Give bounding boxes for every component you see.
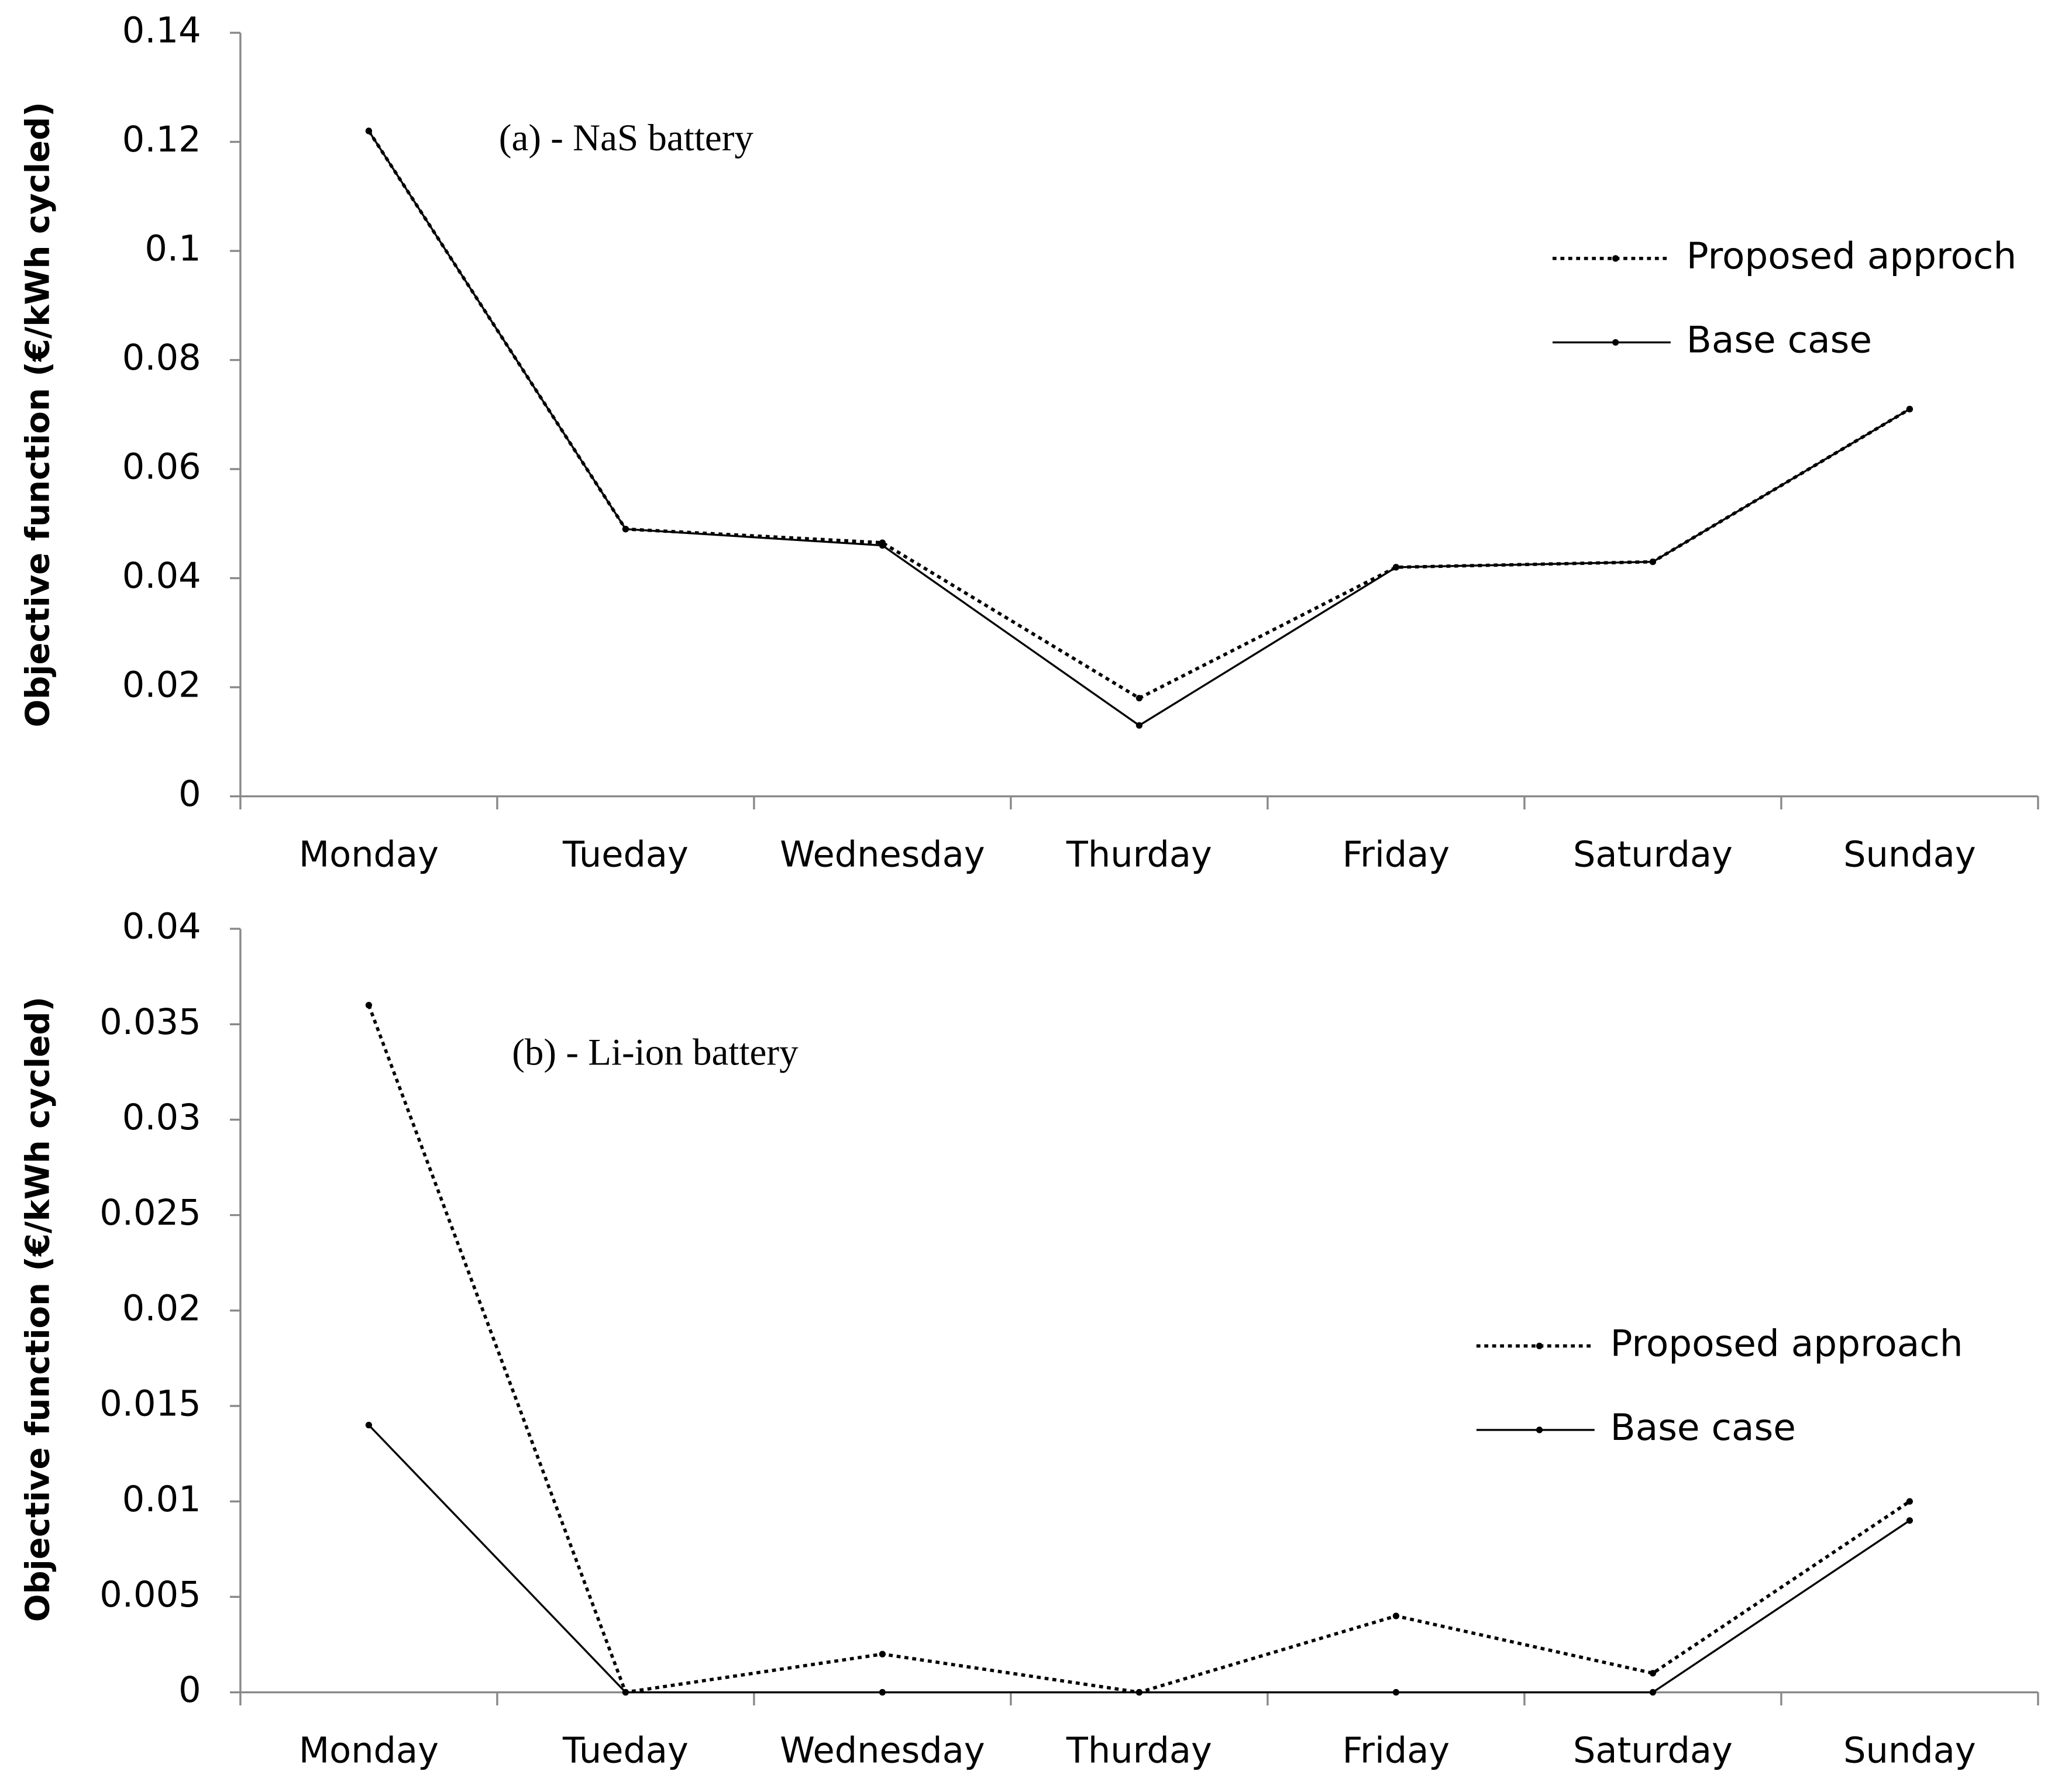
y-tick-label: 0.02 (122, 1288, 201, 1329)
x-tick-label: Saturday (1573, 1730, 1733, 1771)
y-tick-label: 0.08 (122, 337, 201, 378)
series-line (367, 130, 1911, 700)
x-tick-label: Wednesday (780, 1730, 985, 1771)
x-tick-label: Saturday (1573, 834, 1733, 875)
y-tick-label: 0.14 (122, 11, 201, 51)
point (879, 1650, 886, 1657)
annotation: (a) - NaS battery (499, 117, 754, 159)
x-tick-label: Tueday (562, 834, 689, 875)
point (1906, 405, 1914, 413)
point (1649, 558, 1657, 566)
y-tick-label: 0.04 (122, 556, 201, 597)
point (365, 1422, 373, 1429)
y-tick-label: 0 (178, 774, 201, 815)
y-axis-label: Objective function (€/kWh cycled) (19, 997, 57, 1622)
y-tick-label: 0 (178, 1670, 201, 1711)
point (1135, 722, 1143, 729)
legend-marker (1612, 339, 1619, 346)
point (622, 1688, 629, 1696)
legend-marker (1536, 1426, 1543, 1433)
y-axis-label: Objective function (€/kWh cycled) (19, 102, 57, 727)
point (879, 542, 886, 549)
point (879, 1688, 886, 1696)
legend-marker (1612, 255, 1619, 262)
y-tick-label: 0.025 (99, 1193, 201, 1233)
series-line (368, 1424, 1911, 1694)
y-tick-label: 0.12 (122, 119, 201, 160)
x-tick-label: Sunday (1843, 1730, 1976, 1771)
x-tick-label: Thurday (1066, 834, 1212, 875)
y-tick-label: 0.005 (99, 1574, 201, 1615)
legend-label: Proposed approach (1610, 1322, 1963, 1364)
y-tick-label: 0.06 (122, 447, 201, 488)
point (1649, 1688, 1657, 1696)
point (1906, 1498, 1914, 1505)
x-tick-label: Tueday (562, 1730, 689, 1771)
legend-label: Proposed approch (1687, 235, 2016, 277)
point (622, 526, 629, 533)
y-tick-label: 0.02 (122, 665, 201, 706)
point (1649, 1670, 1657, 1677)
y-tick-label: 0.03 (122, 1097, 201, 1138)
point (1906, 1517, 1914, 1524)
point (365, 127, 373, 135)
point (1392, 1612, 1400, 1619)
x-tick-label: Friday (1343, 1730, 1450, 1771)
x-tick-label: Monday (299, 834, 439, 875)
y-tick-label: 0.04 (122, 907, 201, 947)
point (365, 1002, 373, 1009)
series-line (368, 130, 1911, 727)
y-tick-label: 0.035 (99, 1002, 201, 1043)
y-tick-label: 0.1 (144, 229, 201, 270)
point (1135, 1688, 1143, 1696)
annotation: (b) - Li-ion battery (512, 1032, 799, 1074)
legend-marker (1536, 1342, 1543, 1349)
point (1392, 1688, 1400, 1696)
y-tick-label: 0.015 (99, 1384, 201, 1425)
y-tick-label: 0.01 (122, 1479, 201, 1520)
legend-label: Base case (1687, 319, 1872, 361)
x-tick-label: Wednesday (780, 834, 985, 875)
point (1135, 695, 1143, 702)
legend-label: Base case (1610, 1406, 1796, 1449)
x-tick-label: Thurday (1066, 1730, 1212, 1771)
x-tick-label: Monday (299, 1730, 439, 1771)
x-tick-label: Friday (1343, 834, 1450, 875)
x-tick-label: Sunday (1843, 834, 1976, 875)
point (1392, 564, 1400, 571)
